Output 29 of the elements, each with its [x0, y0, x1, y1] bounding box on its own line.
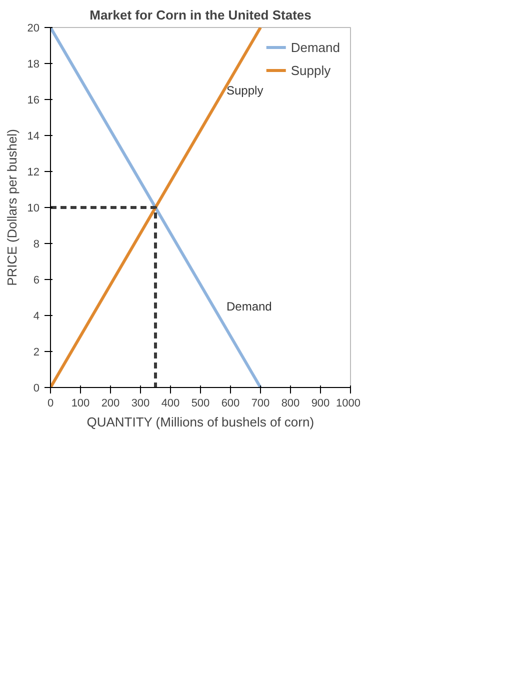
x-tick-label: 0	[47, 398, 54, 410]
y-tick-label: 6	[33, 274, 40, 286]
legend-label: Supply	[290, 62, 331, 78]
x-tick-label: 200	[101, 398, 120, 410]
y-tick-label: 12	[27, 166, 40, 178]
y-tick-label: 2	[33, 346, 40, 358]
y-tick-label: 16	[27, 94, 40, 106]
y-tick-label: 10	[27, 202, 40, 214]
chart-title: Market for Corn in the United States	[90, 8, 312, 22]
x-tick-label: 900	[311, 398, 330, 410]
x-tick-label: 500	[191, 398, 210, 410]
y-axis-title: PRICE (Dollars per bushel)	[4, 129, 20, 286]
y-tick-label: 8	[33, 238, 40, 250]
x-tick-label: 300	[131, 398, 150, 410]
x-tick-label: 100	[71, 398, 90, 410]
x-tick-label: 1000	[336, 398, 361, 410]
x-tick-label: 600	[221, 398, 240, 410]
y-tick-label: 4	[33, 310, 40, 322]
x-tick-label: 400	[161, 398, 180, 410]
legend-label: Demand	[290, 40, 340, 54]
text: Demand	[226, 300, 272, 314]
x-axis-title: QUANTITY (Millions of bushels of corn)	[86, 414, 314, 430]
y-tick-label: 20	[27, 22, 40, 34]
y-tick-label: 0	[33, 382, 40, 394]
y-tick-label: 18	[27, 58, 40, 70]
x-tick-label: 700	[251, 398, 270, 410]
y-tick-label: 14	[27, 130, 40, 142]
text: Supply	[226, 84, 264, 98]
x-tick-label: 800	[281, 398, 300, 410]
